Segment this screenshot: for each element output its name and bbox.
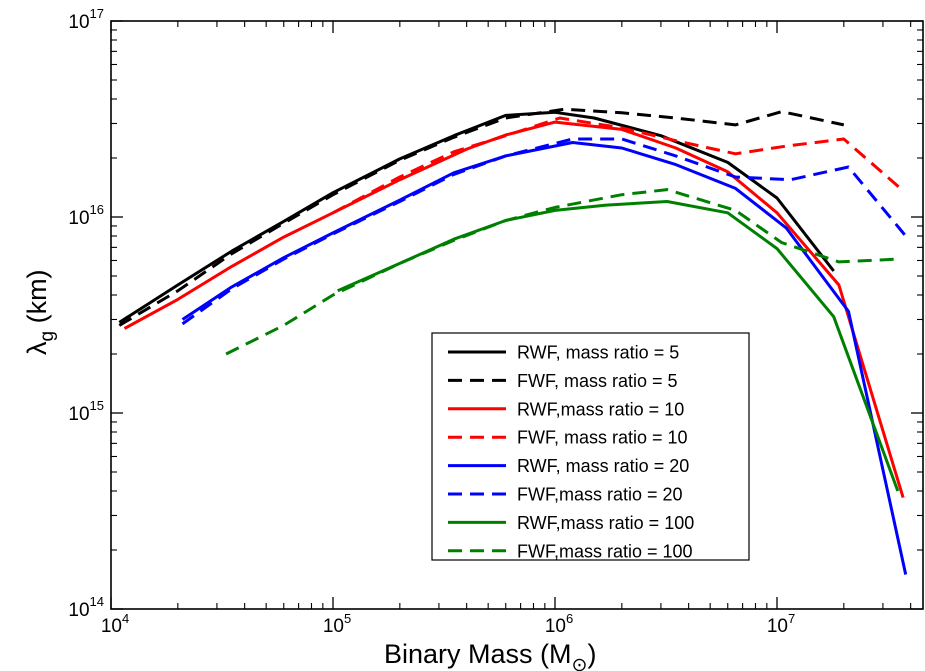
x-tick-label-exp: 5	[344, 611, 351, 626]
legend-label-3: RWF,mass ratio = 10	[517, 399, 684, 419]
y-tick-label-base: 10	[68, 12, 89, 33]
series-layer	[118, 107, 908, 575]
y-tick-label-exp: 15	[90, 398, 104, 413]
x-tick-labels: 104 105 106 107	[101, 611, 795, 637]
x-axis-title-main: Binary Mass (M	[384, 639, 572, 669]
minor-ticks	[111, 21, 923, 609]
series-line-2	[118, 107, 845, 327]
legend-label-4: FWF, mass ratio = 10	[517, 428, 688, 448]
x-tick-label-base: 10	[767, 616, 788, 637]
x-tick-label-exp: 6	[566, 611, 573, 626]
x-tick-label: 104	[101, 611, 129, 637]
x-tick-label-exp: 7	[788, 611, 795, 626]
y-tick-label: 1016	[68, 202, 104, 229]
legend-label-6: FWF,mass ratio = 20	[517, 485, 683, 505]
series-line-8	[225, 188, 898, 356]
y-tick-label: 1015	[68, 398, 104, 425]
legend-label-1: RWF, mass ratio = 5	[517, 343, 679, 363]
legend-label-5: RWF, mass ratio = 20	[517, 456, 689, 476]
y-tick-label-base: 10	[68, 208, 89, 229]
y-tick-label: 1014	[68, 594, 104, 621]
y-tick-label: 1017	[68, 6, 104, 33]
y-axis-title-sub: g	[37, 331, 58, 342]
x-tick-label: 107	[767, 611, 795, 637]
x-tick-label: 105	[323, 611, 351, 637]
y-axis-title: λg (km)	[22, 269, 58, 355]
series-line-1	[118, 110, 835, 324]
x-tick-label: 106	[545, 611, 573, 637]
series-line-4	[332, 116, 902, 215]
y-axis-title-greek: λ	[22, 341, 52, 355]
legend-label-8: FWF,mass ratio = 100	[517, 541, 693, 561]
x-axis-title: Binary Mass (M⊙)	[384, 639, 596, 671]
y-axis-title-tail: (km)	[22, 269, 52, 330]
y-tick-label-base: 10	[68, 404, 89, 425]
y-tick-label-exp: 16	[90, 202, 104, 217]
x-axis-title-sub: ⊙	[572, 655, 588, 671]
x-tick-label-exp: 4	[122, 611, 129, 626]
series-line-5	[181, 141, 908, 575]
y-tick-label-exp: 14	[90, 594, 104, 609]
legend-label-2: FWF, mass ratio = 5	[517, 371, 678, 391]
major-ticks	[110, 20, 923, 610]
x-tick-label-base: 10	[101, 616, 122, 637]
x-tick-label-base: 10	[545, 616, 566, 637]
legend-label-7: RWF,mass ratio = 100	[517, 513, 694, 533]
x-axis-title-tail: )	[587, 639, 596, 669]
series-line-6	[181, 137, 907, 326]
y-tick-label-base: 10	[68, 600, 89, 621]
series-line-7	[337, 200, 900, 492]
legend: RWF, mass ratio = 5 FWF, mass ratio = 5 RW…	[431, 332, 750, 561]
x-tick-label-base: 10	[323, 616, 344, 637]
y-tick-label-exp: 17	[90, 6, 104, 21]
